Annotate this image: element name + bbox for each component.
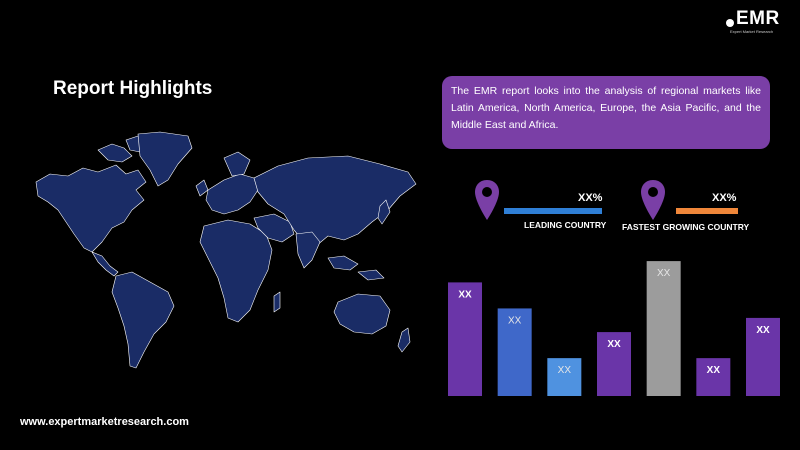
fastest-country-label: FASTEST GROWING COUNTRY — [622, 222, 750, 232]
chart-data-label: XX — [558, 365, 572, 376]
leading-country-value: XX% — [578, 192, 603, 204]
madagascar-shape — [273, 291, 281, 313]
arctic-islands-shape — [97, 143, 133, 163]
logo-dot-icon — [726, 19, 734, 27]
asia-shape — [253, 155, 417, 247]
africa-shape — [199, 219, 273, 323]
chart-bar — [497, 308, 532, 396]
chart-data-label: XX — [607, 339, 621, 350]
chart-data-label: XX — [458, 289, 472, 300]
middle-east-shape — [253, 213, 295, 243]
uk-shape — [195, 179, 209, 197]
chart-bar — [547, 358, 582, 396]
southeast-asia-shape — [327, 255, 359, 271]
chart-bar — [746, 317, 780, 396]
chart-bar — [448, 282, 482, 396]
greenland-shape — [137, 131, 193, 187]
central-america-shape — [91, 251, 119, 277]
fastest-location-pin-icon — [641, 180, 665, 220]
chart-data-label: XX — [756, 325, 770, 336]
emr-logo: EMR Expert Market Research — [726, 8, 786, 38]
leading-country-label: LEADING COUNTRY — [524, 220, 607, 230]
logo-text: EMR — [736, 8, 780, 29]
chart-bar — [646, 261, 681, 396]
north-america-shape — [35, 164, 147, 253]
south-america-shape — [111, 271, 175, 369]
chart-bar — [597, 332, 631, 396]
new-zealand-shape — [397, 327, 411, 353]
leading-location-pin-icon — [475, 180, 499, 220]
website-url: www.expertmarketresearch.com — [20, 416, 189, 428]
scandinavia-shape — [223, 151, 251, 177]
chart-data-label: XX — [508, 315, 522, 326]
summary-box: The EMR report looks into the analysis o… — [442, 76, 770, 149]
page-title: Report Highlights — [53, 78, 213, 99]
bar-chart: XX XX XX XX XX XX XX — [448, 261, 780, 396]
europe-shape — [205, 173, 259, 215]
chart-data-label: XX — [707, 365, 721, 376]
leading-country-bar — [504, 208, 602, 214]
chart-data-label: XX — [657, 268, 671, 279]
world-map-icon — [35, 131, 417, 369]
southeast-asia-shape — [357, 269, 385, 281]
india-shape — [295, 231, 321, 269]
japan-shape — [377, 199, 391, 225]
logo-tagline: Expert Market Research — [730, 29, 774, 34]
australia-shape — [333, 293, 391, 335]
fastest-country-value: XX% — [712, 192, 737, 204]
fastest-country-bar — [676, 208, 738, 214]
chart-bar — [696, 358, 731, 396]
